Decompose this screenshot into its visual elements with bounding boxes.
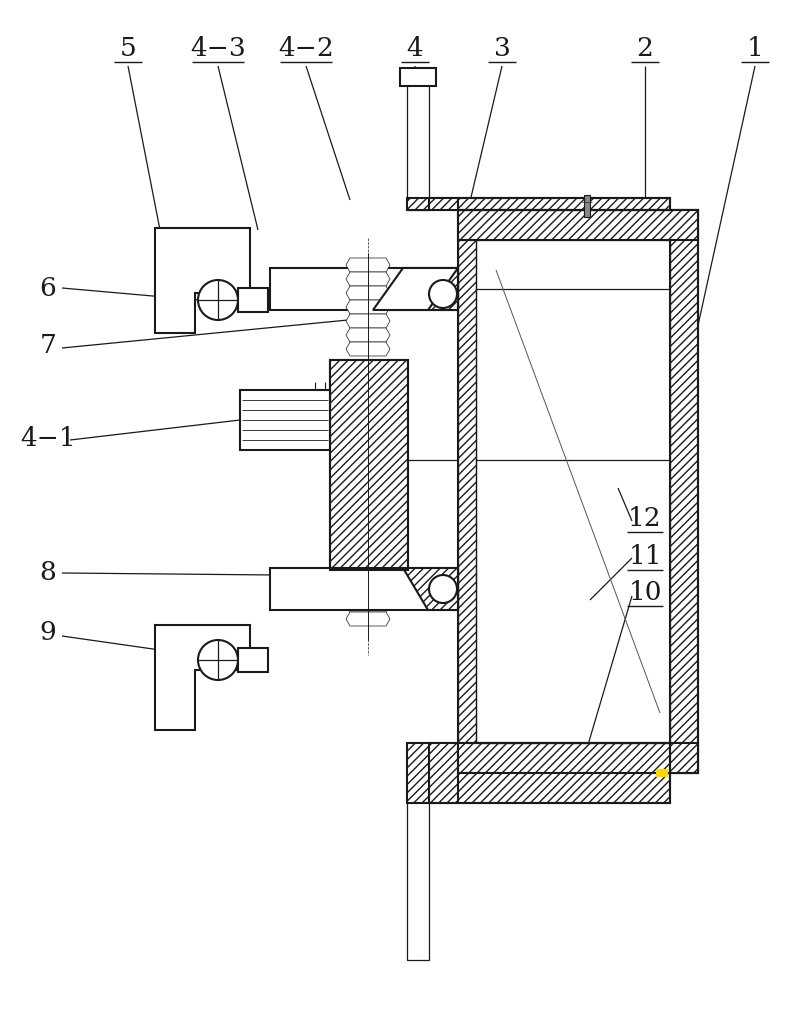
Text: 6: 6 <box>40 275 56 301</box>
Bar <box>330 360 408 570</box>
Text: 9: 9 <box>40 621 56 645</box>
Polygon shape <box>346 328 390 342</box>
Bar <box>670 210 698 773</box>
Circle shape <box>198 280 238 320</box>
Bar <box>656 769 668 777</box>
Bar <box>429 743 670 803</box>
Text: 11: 11 <box>628 543 662 569</box>
Bar <box>458 210 698 773</box>
Bar <box>270 268 458 310</box>
Text: 10: 10 <box>628 580 662 604</box>
Text: 8: 8 <box>40 559 56 585</box>
Bar <box>584 195 590 217</box>
Bar <box>238 648 268 672</box>
Text: 4−3: 4−3 <box>190 36 246 60</box>
Polygon shape <box>346 598 390 612</box>
Polygon shape <box>155 228 250 333</box>
Text: 4−2: 4−2 <box>278 36 334 60</box>
Bar <box>407 773 429 960</box>
Polygon shape <box>155 625 250 730</box>
Bar <box>458 198 670 210</box>
Polygon shape <box>346 258 390 272</box>
Bar <box>407 68 429 210</box>
Polygon shape <box>346 314 390 328</box>
Text: 7: 7 <box>39 332 57 358</box>
Bar <box>240 390 330 450</box>
Bar <box>458 210 698 240</box>
Circle shape <box>429 575 457 603</box>
Polygon shape <box>373 268 458 310</box>
Text: 4: 4 <box>406 36 423 60</box>
Bar <box>400 68 436 86</box>
Polygon shape <box>346 584 390 598</box>
Text: 3: 3 <box>494 36 510 60</box>
Text: 12: 12 <box>628 505 662 531</box>
Polygon shape <box>346 570 390 584</box>
Polygon shape <box>346 286 390 300</box>
Circle shape <box>429 280 457 308</box>
Polygon shape <box>346 300 390 314</box>
Text: 5: 5 <box>120 36 136 60</box>
Circle shape <box>198 640 238 680</box>
Polygon shape <box>403 268 458 310</box>
Polygon shape <box>346 272 390 286</box>
Bar <box>238 288 268 312</box>
Text: 4−1: 4−1 <box>20 426 76 450</box>
Bar <box>407 743 458 803</box>
Bar <box>270 568 458 610</box>
Bar <box>458 240 476 743</box>
Bar <box>458 743 670 803</box>
Polygon shape <box>346 612 390 626</box>
Bar <box>330 360 408 570</box>
Bar <box>476 240 670 743</box>
Bar <box>429 198 670 210</box>
Polygon shape <box>346 342 390 356</box>
Polygon shape <box>403 568 458 610</box>
Text: 1: 1 <box>746 36 763 60</box>
Text: 2: 2 <box>637 36 654 60</box>
Bar <box>458 743 698 773</box>
Bar <box>407 198 458 210</box>
